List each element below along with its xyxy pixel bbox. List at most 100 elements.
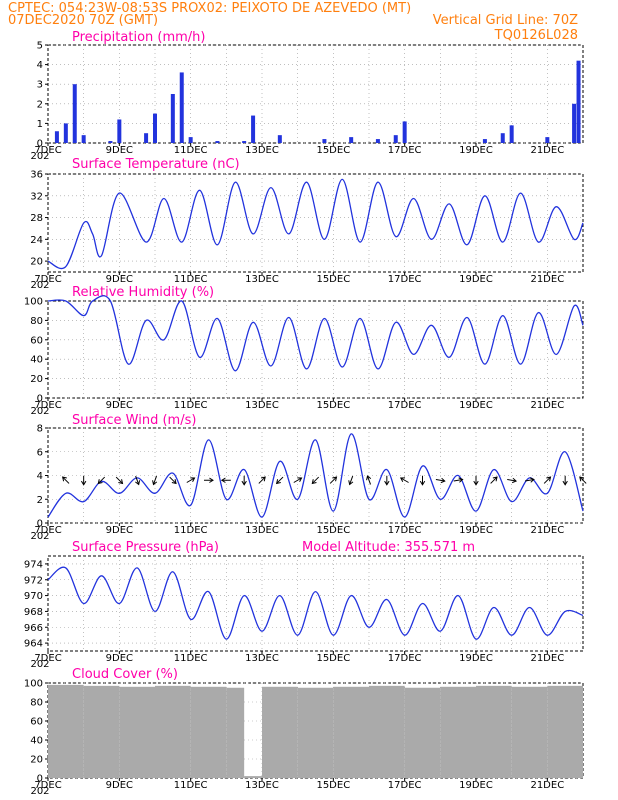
x-tick-label: 11DEC	[174, 274, 208, 285]
x-year-stub: 202	[30, 531, 49, 542]
series-line	[47, 178, 584, 270]
x-tick-label: 15DEC	[316, 274, 350, 285]
x-tick-label: 7DEC	[34, 145, 61, 156]
x-tick-label: 21DEC	[530, 653, 564, 664]
y-tick-label: 2	[37, 495, 43, 506]
altitude-label: Model Altitude: 355.571 m	[302, 540, 475, 555]
pressure-title: Surface Pressure (hPa)	[72, 540, 219, 555]
cloud-bar	[547, 685, 583, 778]
x-tick-label: 15DEC	[316, 400, 350, 411]
wind-arrow-shaft	[169, 476, 177, 484]
x-tick-label: 21DEC	[530, 780, 564, 791]
wind-arrow-shaft	[579, 476, 587, 484]
wind-arrow-shaft	[115, 476, 123, 484]
wind-arrow-shaft	[507, 478, 517, 482]
wind-arrow-shaft	[543, 476, 551, 484]
y-tick-label: 32	[30, 191, 43, 202]
x-tick-label: 19DEC	[459, 274, 493, 285]
y-tick-label: 966	[24, 623, 43, 634]
y-tick-label: 28	[30, 213, 43, 224]
precip-title: Precipitation (mm/h)	[72, 30, 205, 45]
x-tick-label: 17DEC	[388, 525, 422, 536]
x-tick-label: 11DEC	[174, 780, 208, 791]
wind-arrow-head	[171, 479, 177, 485]
precip-bar	[54, 131, 59, 143]
x-tick-label: 21DEC	[530, 400, 564, 411]
wind-arrow-head	[366, 475, 372, 481]
precip-bar	[545, 137, 550, 143]
cloud-bar	[155, 685, 191, 778]
y-tick-label: 100	[24, 679, 43, 690]
x-tick-label: 7DEC	[34, 780, 61, 791]
wind-arrow-head	[419, 480, 426, 486]
series-line	[47, 433, 584, 518]
x-year-stub: 202	[30, 151, 49, 162]
precip-bar	[63, 123, 68, 143]
y-tick-label: 0	[37, 394, 43, 405]
cloud-bar	[404, 687, 441, 778]
wind-title: Surface Wind (m/s)	[72, 413, 196, 428]
wind-arrow-head	[80, 480, 87, 486]
wind-arrow-head	[220, 477, 226, 483]
header-model: TQ0126L028	[494, 28, 578, 43]
wind-arrow-shaft	[524, 478, 535, 482]
y-tick-label: 24	[30, 235, 43, 246]
wind-arrow-head	[311, 479, 317, 485]
wind-arrow-shaft	[258, 476, 266, 484]
x-tick-label: 19DEC	[459, 145, 493, 156]
x-tick-label: 15DEC	[316, 780, 350, 791]
cloud-bar	[226, 687, 245, 778]
x-tick-label: 17DEC	[388, 274, 422, 285]
wind-arrow-shaft	[400, 477, 409, 483]
x-tick-label: 13DEC	[245, 145, 279, 156]
y-tick-label: 100	[24, 297, 43, 308]
precip-bar	[251, 115, 256, 143]
precip-bar	[81, 135, 86, 143]
y-tick-label: 36	[30, 170, 43, 181]
precip-bar	[72, 84, 77, 143]
wind-arrow-shaft	[435, 478, 445, 482]
wind-arrow-shaft	[293, 477, 302, 483]
y-tick-label: 0	[37, 139, 43, 150]
wind-arrow-head	[399, 477, 406, 482]
wind-arrow-shaft	[311, 476, 320, 484]
x-tick-label: 17DEC	[388, 145, 422, 156]
x-tick-label: 13DEC	[245, 400, 279, 411]
x-tick-label: 19DEC	[459, 653, 493, 664]
panel-frame	[47, 44, 584, 144]
wind-arrow-head	[97, 479, 103, 485]
x-tick-label: 17DEC	[388, 653, 422, 664]
wind-arrow-shaft	[366, 475, 372, 485]
wind-arrow-shaft	[97, 476, 106, 484]
wind-arrow-shaft	[62, 476, 70, 484]
x-tick-label: 15DEC	[316, 525, 350, 536]
x-tick-label: 7DEC	[34, 653, 61, 664]
wind-arrow-head	[546, 476, 552, 482]
x-tick-label: 11DEC	[174, 653, 208, 664]
series-line	[47, 295, 584, 372]
wind-arrow-head	[579, 476, 585, 482]
y-tick-label: 0	[37, 774, 43, 785]
y-tick-label: 6	[37, 447, 43, 458]
y-tick-label: 40	[30, 355, 43, 366]
precip-bar	[393, 135, 398, 143]
y-tick-label: 5	[37, 41, 43, 52]
precip-bar	[144, 133, 149, 143]
x-tick-label: 11DEC	[174, 145, 208, 156]
wind-arrow-head	[492, 476, 498, 482]
y-tick-label: 1	[37, 119, 43, 130]
cloud-bar	[476, 685, 512, 778]
y-tick-label: 20	[30, 755, 43, 766]
wind-arrow-shaft	[490, 476, 498, 484]
x-tick-label: 19DEC	[459, 400, 493, 411]
precip-bar	[322, 139, 327, 143]
x-tick-label: 15DEC	[316, 145, 350, 156]
precip-bar	[375, 139, 380, 143]
x-tick-label: 17DEC	[388, 400, 422, 411]
x-year-stub: 202	[30, 659, 49, 670]
panel-frame	[47, 300, 584, 399]
y-tick-label: 20	[30, 257, 43, 268]
cloud-bar	[190, 686, 227, 778]
x-tick-label: 17DEC	[388, 780, 422, 791]
y-tick-label: 60	[30, 335, 43, 346]
